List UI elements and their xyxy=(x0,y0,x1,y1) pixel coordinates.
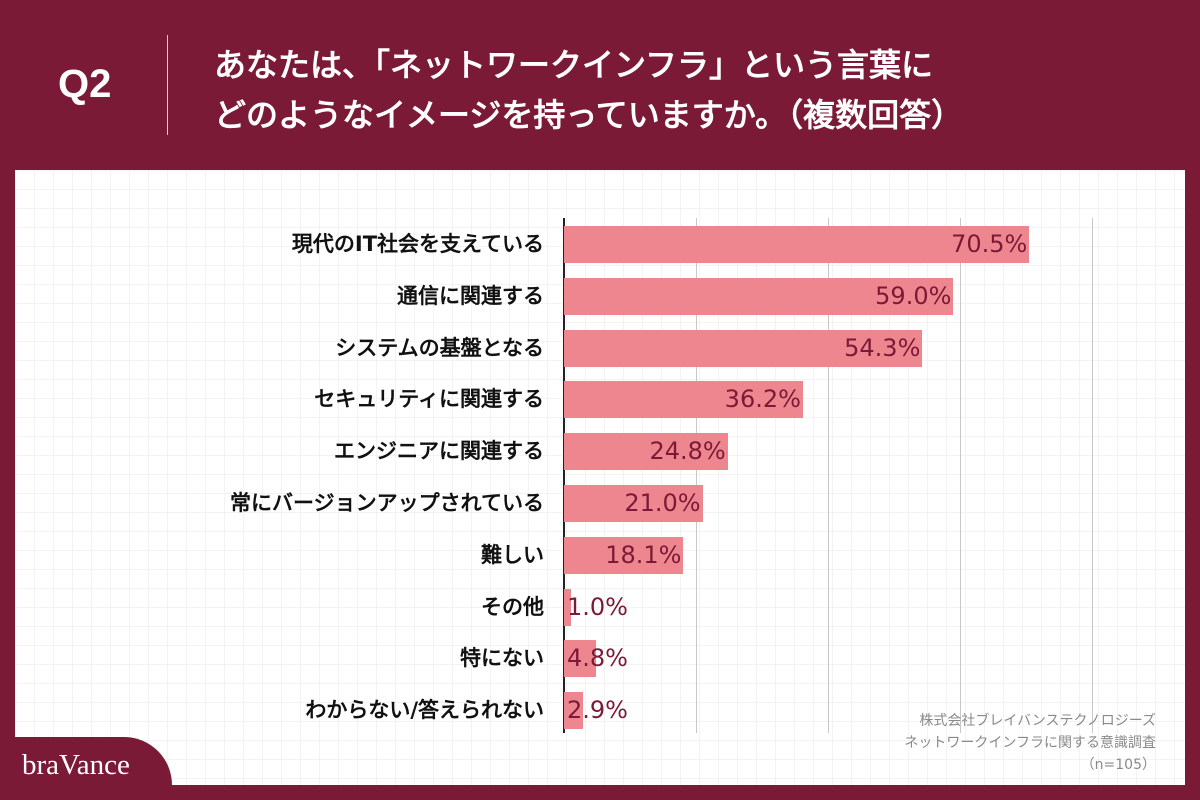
value-label: 24.8% xyxy=(649,437,726,466)
category-label: わからない/答えられない xyxy=(305,698,544,723)
bar xyxy=(564,485,703,522)
category-label: 難しい xyxy=(481,542,544,567)
gridline xyxy=(828,218,829,733)
category-label: 現代のIT社会を支えている xyxy=(291,232,544,256)
category-label: エンジニアに関連する xyxy=(334,439,544,464)
header-divider xyxy=(167,35,168,135)
note-survey: ネットワークインフラに関する意識調査 xyxy=(904,735,1156,751)
value-label: 36.2% xyxy=(724,385,801,414)
note-company: 株式会社ブレイバンステクノロジーズ xyxy=(919,713,1156,729)
category-label: 特にない xyxy=(460,646,544,671)
logo-text: braVance xyxy=(22,749,130,781)
source-note: 株式会社ブレイバンステクノロジーズ ネットワークインフラに関する意識調査 （n=… xyxy=(904,710,1156,776)
page-title: あなたは、「ネットワークインフラ」という言葉に どのようなイメージを持っています… xyxy=(214,46,964,134)
category-label: その他 xyxy=(481,594,544,619)
category-label: システムの基盤となる xyxy=(335,335,544,360)
bar xyxy=(564,277,954,315)
value-label: 21.0% xyxy=(624,489,701,517)
brand-logo: braVance xyxy=(0,737,172,800)
value-label: 54.3% xyxy=(844,333,921,362)
y-axis-line xyxy=(563,218,565,733)
value-label: 18.1% xyxy=(605,540,682,569)
bar xyxy=(564,588,571,626)
note-sample-size: （n=105） xyxy=(1080,757,1156,773)
value-label: 2.9% xyxy=(567,696,628,725)
bar xyxy=(564,329,923,367)
bar xyxy=(564,536,684,574)
value-label: 59.0% xyxy=(875,281,952,310)
value-label: 70.5% xyxy=(951,230,1028,258)
bar xyxy=(564,226,1030,263)
question-number: Q2 xyxy=(58,62,112,106)
category-label: セキュリティに関連する xyxy=(314,387,544,412)
bar xyxy=(564,381,803,419)
gridline xyxy=(696,218,697,733)
bar xyxy=(564,692,584,730)
bar xyxy=(564,433,728,471)
chart-card xyxy=(15,170,1185,785)
category-label: 常にバージョンアップされている xyxy=(230,491,544,515)
bar xyxy=(564,640,596,678)
value-label: 1.0% xyxy=(567,592,628,621)
category-label: 通信に関連する xyxy=(397,283,544,308)
gridline xyxy=(960,218,961,733)
value-label: 4.8% xyxy=(567,644,628,673)
gridline xyxy=(1092,218,1093,733)
